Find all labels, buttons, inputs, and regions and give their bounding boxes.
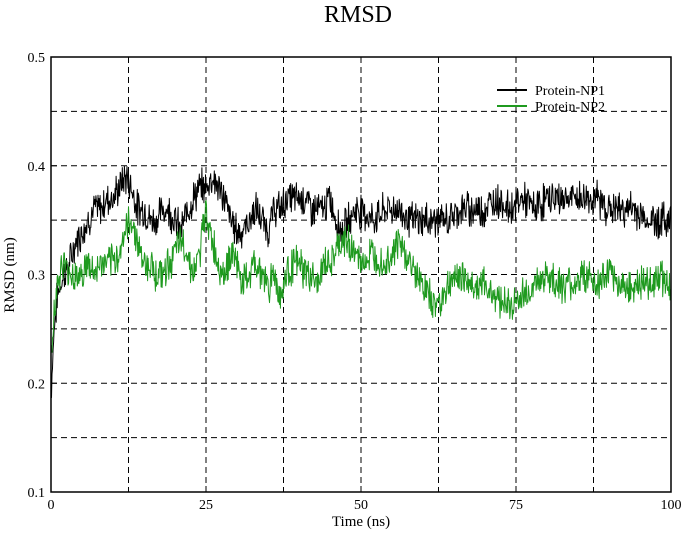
x-tick-label: 0 — [48, 498, 55, 513]
x-tick-label: 50 — [354, 498, 368, 513]
grid-lines — [51, 57, 671, 492]
y-tick-label: 0.5 — [28, 51, 46, 66]
axis-ticks: 0 25 50 75 100 0.1 0.2 0.3 0.4 0.5 — [28, 51, 682, 513]
legend-label-protein-np2: Protein-NP2 — [535, 100, 605, 115]
chart-title: RMSD — [324, 2, 392, 28]
y-axis-label: RMSD (nm) — [2, 237, 18, 312]
x-tick-label: 100 — [661, 498, 682, 513]
x-tick-label: 25 — [199, 498, 213, 513]
x-tick-label: 75 — [509, 498, 523, 513]
legend: Protein-NP1 Protein-NP2 — [497, 84, 605, 115]
series-line-protein-np1 — [50, 165, 672, 398]
legend-label-protein-np1: Protein-NP1 — [535, 84, 605, 99]
y-tick-label: 0.3 — [28, 269, 46, 284]
series-layer — [50, 165, 672, 398]
x-axis-label: Time (ns) — [332, 514, 390, 530]
y-tick-label: 0.2 — [28, 377, 46, 392]
series-line-protein-np2 — [50, 200, 672, 354]
y-tick-label: 0.4 — [28, 160, 46, 175]
y-tick-label: 0.1 — [28, 486, 46, 501]
